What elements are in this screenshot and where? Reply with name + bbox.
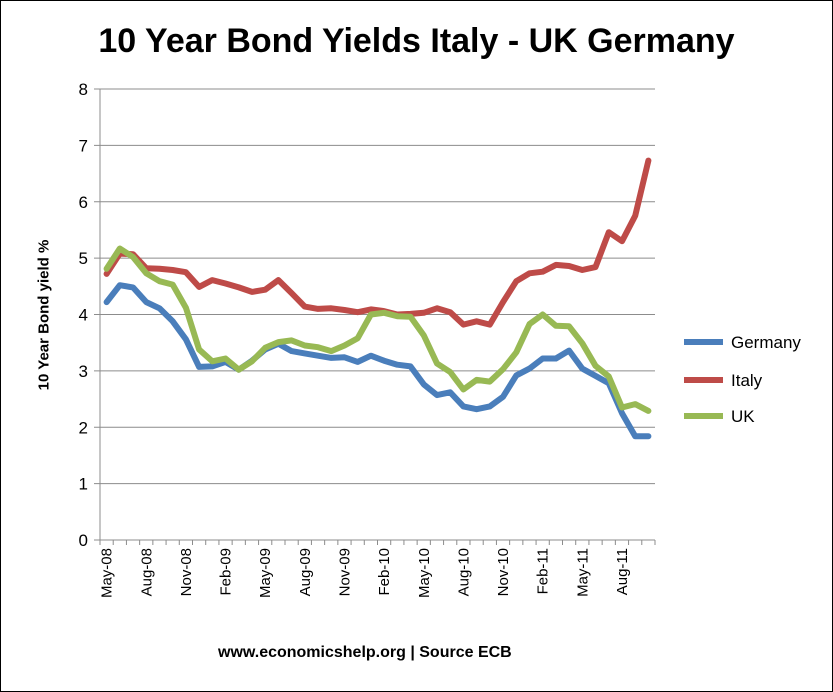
- y-tick-label: 0: [79, 531, 88, 550]
- x-tick-label: Feb-09: [218, 548, 235, 596]
- y-tick-label: 8: [79, 80, 88, 99]
- y-tick-label: 7: [79, 136, 88, 155]
- series-lines: [103, 157, 652, 440]
- legend: Germany Italy UK: [684, 333, 801, 426]
- series-line-germany: [103, 282, 652, 440]
- y-tick-label: 5: [79, 249, 88, 268]
- y-tick-label: 4: [79, 306, 88, 325]
- chart-title: 10 Year Bond Yields Italy - UK Germany: [98, 22, 735, 60]
- y-tick-labels: 0 1 2 3 4 5 6 7 8: [79, 80, 88, 550]
- x-tick-label: Aug-09: [297, 548, 314, 596]
- legend-label-italy: Italy: [731, 371, 763, 390]
- x-tick-labels: May-08 Aug-08 Nov-08 Feb-09 May-09 Aug-09 Nov-…: [99, 548, 631, 598]
- series-line-italy: [103, 157, 652, 328]
- series-line-uk: [103, 245, 652, 414]
- legend-label-uk: UK: [731, 407, 755, 426]
- legend-label-germany: Germany: [731, 333, 801, 352]
- x-tick-label: Feb-11: [535, 548, 552, 594]
- gridlines: [100, 88, 655, 485]
- x-tick-label: Nov-08: [178, 548, 195, 596]
- x-tick-label: Nov-10: [495, 548, 512, 596]
- x-tick-label: Nov-09: [336, 548, 353, 596]
- source-footer: www.economicshelp.org | Source ECB: [218, 644, 512, 661]
- y-tick-label: 3: [79, 362, 88, 381]
- y-tick-label: 1: [79, 475, 88, 494]
- x-tick-label: May-09: [257, 548, 274, 598]
- x-tick-label: Aug-10: [455, 548, 472, 596]
- x-tick-label: May-08: [99, 548, 116, 598]
- y-tick-label: 6: [79, 193, 88, 212]
- axes: [94, 88, 656, 545]
- x-tick-label: Feb-10: [376, 548, 393, 596]
- x-tick-label: Aug-11: [614, 548, 631, 595]
- x-tick-label: May-10: [416, 548, 433, 598]
- x-tick-label: Aug-08: [138, 548, 155, 596]
- x-tick-label: May-11: [574, 548, 591, 597]
- y-tick-label: 2: [79, 418, 88, 437]
